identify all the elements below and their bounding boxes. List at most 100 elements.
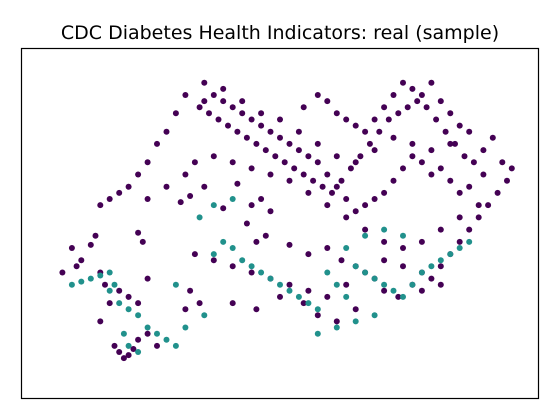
scatter-point-s0-133 [172, 110, 179, 117]
scatter-point-s0-95 [470, 159, 477, 166]
scatter-point-s0-4 [139, 238, 146, 245]
scatter-point-s0-11 [248, 202, 255, 209]
scatter-point-s0-111 [409, 85, 416, 92]
scatter-point-s1-41 [409, 281, 416, 288]
scatter-point-s0-146 [210, 153, 217, 160]
scatter-point-s0-157 [418, 238, 425, 245]
scatter-point-s0-181 [300, 300, 307, 307]
scatter-point-s0-2 [92, 232, 99, 239]
scatter-point-s0-65 [201, 98, 208, 105]
scatter-point-s0-171 [381, 257, 388, 264]
scatter-point-s1-49 [352, 318, 359, 325]
scatter-point-s1-24 [248, 263, 255, 270]
scatter-point-s0-175 [182, 306, 189, 313]
scatter-point-s0-188 [116, 349, 123, 355]
scatter-point-s0-99 [508, 165, 515, 172]
scatter-point-s1-17 [120, 330, 127, 337]
scatter-point-s0-79 [319, 183, 326, 190]
scatter-point-s0-143 [163, 183, 170, 190]
scatter-point-s1-57 [210, 202, 217, 209]
scatter-point-s0-85 [376, 128, 383, 135]
scatter-point-s1-34 [343, 293, 350, 300]
scatter-point-s1-45 [447, 251, 454, 258]
scatter-point-s0-26 [418, 287, 425, 294]
scatter-point-s0-63 [220, 98, 227, 105]
scatter-point-s1-58 [229, 196, 236, 202]
scatter-point-s0-177 [187, 287, 194, 294]
scatter-point-s0-90 [423, 104, 430, 111]
scatter-point-s1-36 [362, 269, 369, 276]
scatter-point-s1-3 [97, 272, 104, 279]
scatter-point-s0-44 [400, 165, 406, 172]
scatter-point-s0-70 [234, 128, 241, 135]
scatter-point-s0-66 [196, 104, 203, 111]
scatter-point-s0-60 [248, 116, 255, 123]
scatter-point-s0-153 [343, 214, 350, 221]
scatter-point-s0-72 [253, 140, 260, 147]
scatter-point-s0-53 [314, 159, 321, 166]
scatter-point-s0-48 [362, 202, 369, 209]
scatter-point-s0-80 [329, 189, 335, 196]
scatter-point-s0-54 [305, 153, 312, 160]
scatter-point-s0-163 [229, 263, 236, 270]
scatter-point-s0-103 [333, 110, 340, 117]
scatter-point-s1-0 [68, 281, 75, 288]
scatter-point-s0-155 [381, 238, 388, 245]
scatter-point-s0-71 [243, 134, 250, 141]
scatter-point-s1-52 [343, 245, 350, 251]
scatter-point-s0-193 [144, 330, 151, 337]
scatter-point-s0-1 [87, 241, 94, 248]
scatter-point-s0-147 [229, 159, 236, 166]
scatter-point-s0-36 [480, 171, 487, 178]
scatter-point-s0-174 [437, 281, 444, 288]
scatter-point-s0-78 [310, 177, 317, 184]
scatter-point-s1-27 [277, 281, 283, 288]
scatter-point-s1-37 [371, 275, 378, 282]
scatter-point-s0-18 [305, 251, 312, 258]
scatter-point-s1-5 [111, 281, 118, 288]
scatter-point-s0-6 [177, 199, 184, 206]
scatter-point-s0-152 [324, 202, 331, 209]
scatter-point-s1-40 [400, 293, 406, 300]
scatter-point-s0-75 [281, 159, 288, 166]
scatter-point-s1-51 [314, 330, 321, 337]
scatter-point-s1-19 [201, 312, 208, 319]
scatter-point-s0-101 [314, 92, 321, 98]
scatter-point-s0-93 [452, 140, 458, 147]
scatter-point-s0-104 [343, 116, 350, 123]
scatter-point-s1-6 [106, 287, 113, 294]
scatter-point-s0-195 [59, 269, 66, 276]
scatter-point-s0-185 [106, 300, 113, 307]
scatter-point-s1-53 [362, 232, 369, 239]
scatter-point-s0-199 [102, 281, 108, 288]
scatter-point-s1-46 [456, 245, 463, 251]
scatter-point-s1-1 [78, 278, 85, 285]
scatter-point-s0-134 [163, 128, 170, 135]
scatter-point-s0-62 [229, 104, 236, 111]
scatter-point-s0-20 [338, 257, 345, 264]
scatter-point-s0-120 [409, 140, 416, 147]
scatter-point-s0-201 [125, 293, 132, 300]
scatter-point-s0-117 [466, 128, 473, 135]
scatter-point-s1-33 [333, 281, 340, 288]
scatter-point-s1-26 [267, 275, 274, 282]
scatter-point-s0-189 [120, 355, 127, 362]
scatter-point-s0-81 [338, 177, 345, 184]
scatter-point-s0-39 [447, 177, 454, 184]
scatter-point-s0-164 [248, 269, 255, 276]
scatter-point-s0-113 [428, 79, 435, 86]
scatter-point-s1-12 [163, 336, 170, 343]
scatter-point-s0-37 [466, 183, 473, 190]
scatter-point-s1-56 [196, 214, 203, 221]
scatter-point-s0-186 [97, 318, 104, 325]
scatter-point-s1-2 [87, 275, 94, 282]
scatter-point-s0-82 [347, 165, 354, 172]
scatter-point-s0-7 [187, 193, 194, 199]
scatter-point-s0-105 [352, 122, 359, 129]
scatter-point-s0-112 [418, 92, 425, 98]
scatter-point-s0-196 [73, 263, 80, 270]
scatter-point-s0-67 [206, 110, 212, 117]
scatter-point-s1-44 [437, 257, 444, 264]
scatter-point-s1-4 [106, 269, 113, 276]
